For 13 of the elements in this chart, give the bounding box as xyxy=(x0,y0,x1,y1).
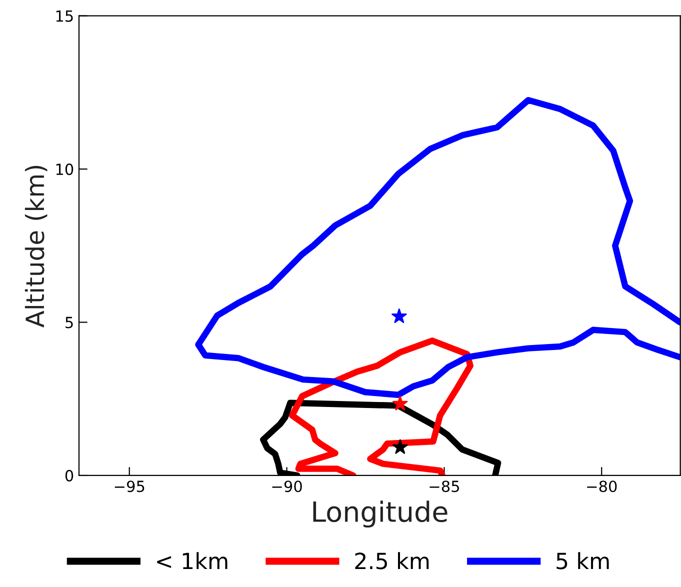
y-tick-label: 5 xyxy=(66,316,73,328)
x-tick-label: −85 xyxy=(430,480,459,492)
x-tick-label: −95 xyxy=(114,480,144,492)
legend-label: 5 km xyxy=(556,552,609,570)
legend-label: < 1km xyxy=(157,552,228,570)
x-tick-label: −90 xyxy=(272,480,302,492)
y-tick-label: 10 xyxy=(56,164,74,176)
legend-label: 2.5 km xyxy=(355,552,429,570)
y-tick-label: 15 xyxy=(56,10,73,22)
x-tick-label: −80 xyxy=(587,480,617,492)
y-tick-label: 0 xyxy=(65,470,74,482)
x-axis-title: Longitude xyxy=(313,500,448,528)
y-axis-title: Altitude (km) xyxy=(24,166,48,328)
